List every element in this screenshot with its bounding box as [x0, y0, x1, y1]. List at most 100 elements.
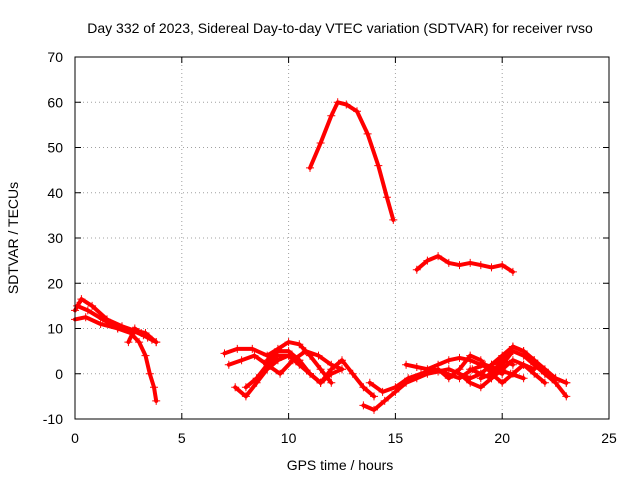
data-point-marker — [530, 369, 539, 378]
data-point-marker — [498, 378, 507, 387]
data-point-marker — [224, 360, 233, 369]
data-point-marker — [444, 365, 453, 374]
data-point-marker — [353, 107, 361, 116]
data-point-marker — [333, 98, 342, 107]
data-point-marker — [284, 338, 293, 347]
y-axis-label: SDTVAR / TECUs — [5, 182, 21, 294]
data-point-marker — [466, 365, 475, 374]
data-point-marker — [241, 383, 250, 392]
data-point-marker — [444, 374, 453, 383]
data-point-marker — [562, 378, 571, 387]
data-point-marker — [152, 396, 161, 405]
series-line — [226, 349, 344, 376]
data-point-marker — [348, 369, 357, 378]
data-point-marker — [382, 193, 391, 202]
data-point-marker — [295, 340, 304, 349]
data-point-marker — [143, 333, 152, 342]
data-point-marker — [378, 387, 387, 396]
data-point-marker — [417, 369, 425, 378]
data-point-marker — [241, 392, 250, 401]
y-tick-label: 10 — [47, 321, 63, 337]
data-point-marker — [316, 365, 325, 374]
data-point-marker — [455, 369, 464, 378]
series-line — [489, 344, 569, 399]
data-point-marker — [301, 347, 310, 356]
y-tick-label: -10 — [43, 411, 63, 427]
data-point-marker — [220, 349, 229, 358]
data-point-marker — [391, 383, 400, 392]
data-point-marker — [81, 313, 90, 322]
y-tick-label: 50 — [47, 140, 63, 156]
data-point-marker — [365, 378, 374, 387]
series-arc-6 — [412, 252, 517, 276]
data-point-marker — [444, 258, 453, 267]
data-point-marker — [98, 315, 107, 324]
data-point-marker — [389, 215, 398, 224]
data-point-marker — [434, 365, 443, 374]
data-point-marker — [237, 356, 246, 365]
data-point-marker — [551, 378, 560, 387]
data-point-marker — [370, 392, 378, 401]
data-point-marker — [498, 365, 507, 374]
data-point-marker — [412, 363, 421, 371]
data-point-marker — [519, 347, 528, 356]
data-point-marker — [498, 261, 507, 270]
data-point-marker — [412, 265, 421, 274]
series-line — [436, 353, 537, 385]
series-line — [222, 340, 334, 385]
data-point-marker — [327, 111, 336, 120]
series-arc-11 — [263, 347, 346, 387]
data-point-marker — [295, 356, 304, 365]
data-point-marker — [380, 396, 389, 405]
data-point-marker — [487, 374, 496, 383]
data-point-marker — [135, 338, 144, 347]
data-point-marker — [423, 365, 432, 374]
x-tick-label: 20 — [494, 430, 510, 446]
data-point-marker — [476, 356, 485, 365]
grid-lines — [75, 57, 609, 419]
data-point-marker — [231, 383, 240, 392]
data-point-marker — [316, 378, 325, 387]
data-point-marker — [402, 360, 411, 369]
data-point-marker — [498, 351, 507, 360]
data-point-marker — [152, 338, 161, 347]
series-arc-19 — [466, 356, 549, 387]
x-axis-label: GPS time / hours — [287, 457, 394, 473]
data-point-marker — [363, 129, 372, 138]
data-point-marker — [77, 295, 86, 304]
data-point-marker — [530, 356, 539, 365]
data-point-marker — [508, 369, 517, 378]
data-point-marker — [476, 261, 485, 270]
series-line — [75, 303, 159, 403]
data-point-marker — [444, 356, 453, 365]
chart-title: Day 332 of 2023, Sidereal Day-to-day VTE… — [87, 20, 593, 36]
series-line — [308, 100, 396, 222]
data-point-marker — [130, 324, 139, 333]
data-point-marker — [88, 301, 97, 310]
series-arc-18 — [487, 342, 571, 401]
data-point-marker — [423, 256, 432, 265]
series-arc-4 — [124, 324, 161, 347]
data-point-marker — [250, 351, 259, 360]
data-point-marker — [359, 401, 368, 410]
y-tick-label: 40 — [47, 185, 63, 201]
data-point-marker — [370, 405, 378, 414]
data-series — [71, 98, 571, 414]
x-tick-label: 0 — [71, 430, 79, 446]
data-point-marker — [519, 360, 528, 369]
data-point-marker — [455, 261, 464, 270]
data-point-marker — [233, 344, 242, 353]
x-tick-label: 5 — [178, 430, 186, 446]
data-point-marker — [338, 356, 346, 365]
x-tick-label: 10 — [281, 430, 297, 446]
data-point-marker — [306, 163, 314, 172]
series-arc-3 — [73, 301, 161, 405]
data-point-marker — [273, 347, 282, 356]
data-point-marker — [508, 267, 517, 276]
data-point-marker — [508, 356, 517, 365]
data-point-marker — [466, 378, 475, 387]
data-point-marker — [252, 374, 261, 383]
y-tick-label: 30 — [47, 230, 63, 246]
data-point-marker — [476, 369, 485, 378]
